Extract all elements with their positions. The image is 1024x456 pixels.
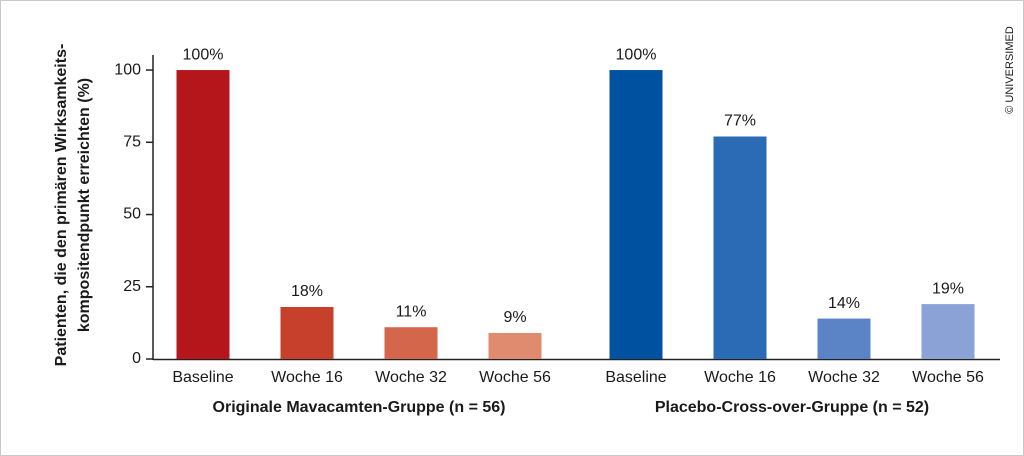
credit: © UNIVERSIMED [1004,26,1016,114]
x-tick-label: Woche 32 [808,369,880,386]
bar [176,70,230,360]
y-axis-label: Patienten, die den primären Wirksamkeits… [53,44,70,367]
value-label: 100% [183,46,224,63]
bar [488,332,542,359]
value-label: 11% [396,303,427,320]
group-label: Placebo-Cross-over-Gruppe (n = 52) [655,399,929,416]
bar [713,136,767,359]
x-tick-label: Baseline [172,369,233,386]
y-tick-label: 100 [114,61,141,78]
y-tick-label: 25 [123,278,141,295]
bar [921,304,975,359]
x-tick-label: Woche 56 [479,369,551,386]
value-label: 9% [503,309,526,326]
value-label: 77% [724,113,756,130]
group-label: Originale Mavacamten-Gruppe (n = 56) [213,399,506,416]
value-label: 19% [932,280,964,297]
value-label: 14% [828,295,860,312]
value-label: 18% [291,283,323,300]
y-tick-label: 0 [132,350,141,367]
value-label: 100% [616,46,657,63]
x-tick-label: Woche 16 [271,369,343,386]
x-tick-label: Baseline [605,369,666,386]
y-tick-label: 50 [123,206,141,223]
bar [280,306,334,359]
bar [817,318,871,359]
bar [384,327,438,359]
x-tick-label: Woche 16 [704,369,776,386]
x-tick-label: Woche 56 [912,369,984,386]
bar [609,70,663,360]
y-axis-label: kompositendpunkt erreichten (%) [76,78,93,332]
y-tick-label: 75 [123,134,141,151]
x-tick-label: Woche 32 [375,369,447,386]
